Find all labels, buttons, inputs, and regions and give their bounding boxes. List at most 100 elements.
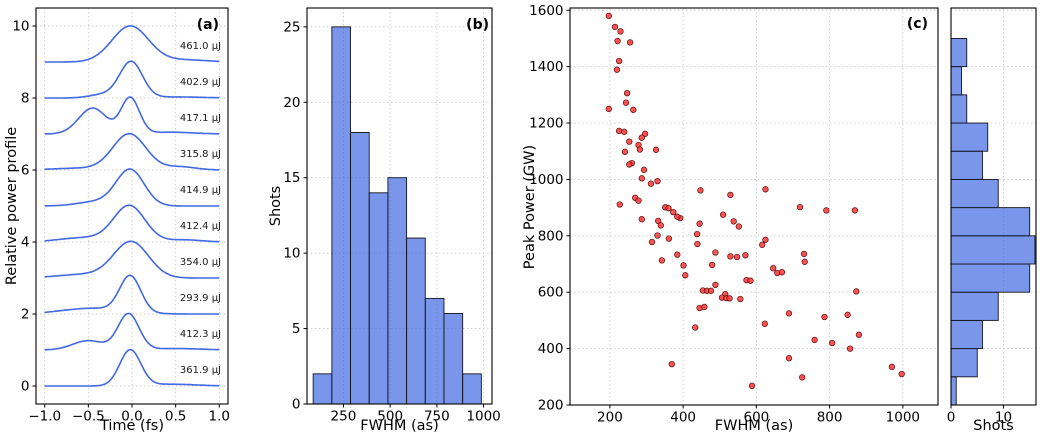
- panel-a-letter: (a): [196, 17, 219, 33]
- panel-a-ylabel: Relative power profile: [4, 126, 20, 286]
- scatter-point: [665, 205, 672, 212]
- panel-c-xlabel: FWHM (as): [714, 418, 794, 434]
- x-tick-label: 250: [331, 409, 357, 425]
- panel-m-plot-area: 0 10: [947, 7, 1037, 426]
- pulse-trace: [44, 25, 220, 63]
- pulse-trace: [44, 168, 220, 207]
- histogram-bar: [368, 192, 389, 405]
- pulse-energy-label: 354.0 μJ: [180, 257, 221, 268]
- scatter-point: [770, 265, 777, 272]
- y-tick-label: 25: [283, 19, 300, 35]
- scatter-point: [742, 252, 749, 259]
- scatter-point: [636, 146, 644, 153]
- scatter-point: [657, 222, 664, 229]
- panel-c-letter: (c): [906, 16, 928, 32]
- scatter-point: [799, 374, 806, 381]
- x-tick-label: 0.0: [121, 409, 142, 425]
- histogram-bar: [950, 150, 983, 180]
- pulse-energy-label: 402.9 μJ: [180, 77, 221, 88]
- scatter-point: [735, 223, 742, 230]
- scatter-point: [762, 186, 769, 193]
- scatter-point: [658, 257, 666, 264]
- scatter-point: [761, 320, 768, 327]
- scatter-point: [785, 355, 793, 362]
- scatter-point: [615, 127, 623, 135]
- scatter-point: [626, 138, 633, 145]
- scatter-point: [696, 220, 703, 227]
- scatter-point: [674, 213, 681, 220]
- scatter-point: [626, 161, 633, 168]
- pulse-energy-label: 361.9 μJ: [180, 365, 221, 376]
- scatter-point: [674, 251, 681, 258]
- scatter-point: [652, 146, 660, 153]
- scatter-point: [605, 105, 612, 113]
- histogram-bar: [950, 319, 983, 350]
- scatter-point: [605, 12, 612, 20]
- x-tick-label: 200: [597, 410, 623, 426]
- histogram-bar: [950, 207, 1031, 237]
- pulse-trace: [44, 132, 220, 171]
- panel-border: [569, 7, 939, 406]
- x-tick-label: 1.0: [209, 409, 230, 425]
- panel-b-ylabel: Shots: [268, 185, 284, 227]
- x-tick-label: −1.0: [28, 409, 61, 425]
- scatter-point: [727, 191, 734, 199]
- panel-b-xlabel: FWHM (as): [360, 418, 439, 434]
- panel-a-xlabel: Time (fs): [99, 418, 165, 434]
- scatter-point: [682, 272, 689, 279]
- y-tick-label: 4: [21, 235, 30, 251]
- scatter-point: [707, 287, 715, 294]
- scatter-point: [668, 360, 675, 368]
- panel-a-plot-area: 461.0 μJ 402.9 μJ 417.1 μJ 315.8 μJ 414.9 μJ…: [12, 7, 230, 425]
- scatter-point: [621, 148, 629, 155]
- histogram-bar: [350, 132, 370, 405]
- scatter-point: [708, 261, 716, 269]
- histogram-bar: [312, 373, 333, 405]
- pulse-energy-label: 417.1 μJ: [180, 113, 221, 124]
- scatter-point: [626, 39, 634, 46]
- scatter-point: [846, 345, 854, 352]
- x-tick-label: 600: [743, 410, 769, 426]
- scatter-point: [730, 218, 737, 225]
- scatter-point: [670, 208, 677, 216]
- scatter-point: [635, 197, 642, 204]
- scatter-point: [613, 66, 621, 73]
- y-tick-label: 400: [538, 341, 564, 357]
- scatter-point: [811, 336, 818, 344]
- histogram-bar: [950, 263, 1031, 293]
- pulse-trace: [44, 96, 220, 135]
- scatter-point: [712, 249, 719, 256]
- scatter-point: [697, 187, 704, 194]
- x-tick-label: 0.5: [165, 409, 186, 425]
- scatter-point: [759, 241, 766, 248]
- scatter-point: [823, 207, 830, 214]
- y-tick-label: 200: [538, 398, 564, 414]
- y-tick-label: 1400: [529, 59, 563, 75]
- histogram-bar: [950, 291, 999, 321]
- scatter-point: [853, 288, 860, 295]
- x-tick-label: 800: [817, 410, 843, 426]
- histogram-bar: [950, 38, 968, 68]
- pulse-trace: [44, 240, 220, 279]
- x-tick-label: 1000: [886, 410, 920, 426]
- scatter-point: [616, 201, 623, 208]
- y-tick-label: 6: [21, 163, 30, 179]
- scatter-point: [680, 262, 687, 269]
- pulse-energy-label: 414.9 μJ: [180, 185, 221, 196]
- scatter-point: [638, 175, 645, 182]
- scatter-point: [801, 258, 808, 265]
- y-tick-label: 2: [21, 307, 30, 323]
- scatter-point: [638, 216, 645, 223]
- scatter-point: [778, 269, 786, 276]
- scatter-point: [611, 23, 619, 31]
- pulse-energy-label: 412.3 μJ: [180, 329, 221, 340]
- y-tick-label: 1200: [529, 116, 563, 132]
- x-tick-label: 400: [670, 410, 696, 426]
- scatter-point: [712, 281, 719, 289]
- histogram-bar: [950, 122, 989, 152]
- scatter-point: [647, 180, 655, 187]
- scatter-point: [692, 324, 699, 331]
- scatter-point: [648, 238, 656, 246]
- x-tick-label: 0: [947, 410, 956, 426]
